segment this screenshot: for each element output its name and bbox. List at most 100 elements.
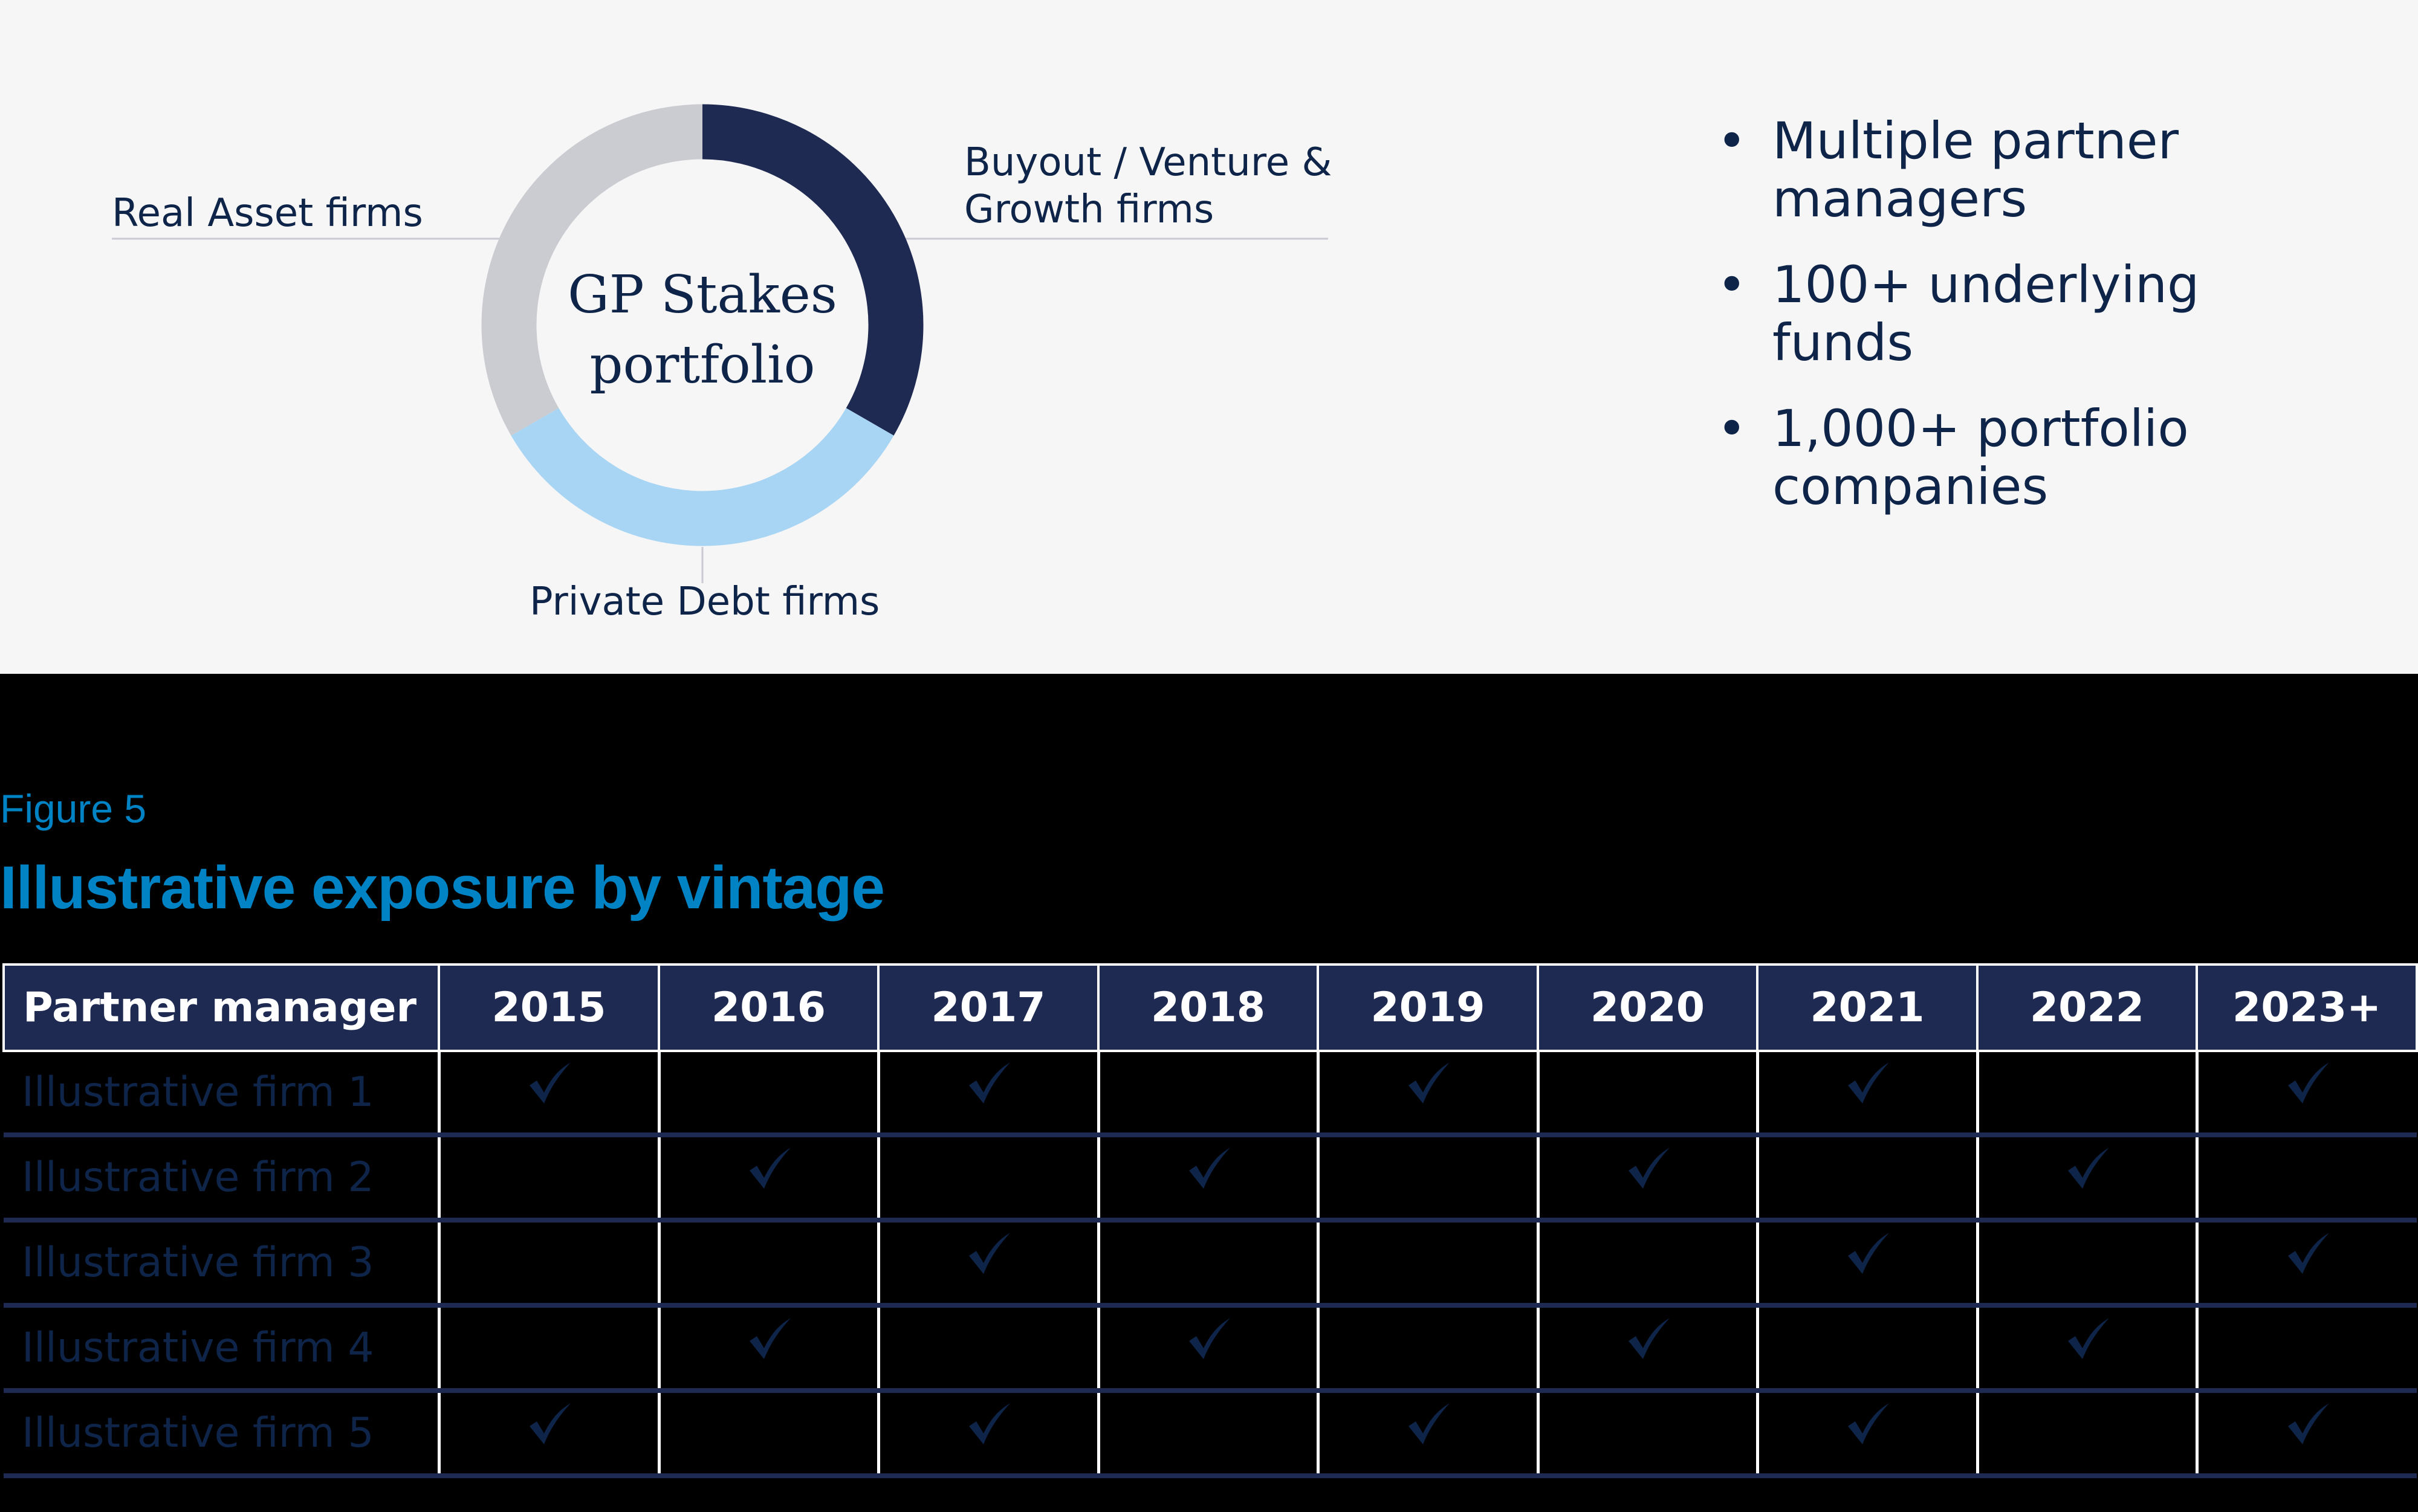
column-header-year: 2015 (438, 963, 660, 1052)
vintage-cell (2195, 1391, 2417, 1478)
table-row: Illustrative firm 5 (4, 1391, 2417, 1478)
checkmark-icon (530, 1062, 571, 1103)
bullet-text: funds (1772, 313, 1914, 372)
vintage-cell (1316, 1220, 1540, 1308)
center-label-line2: portfolio (589, 335, 815, 395)
vintage-cell (657, 1391, 880, 1478)
checkmark-icon (1188, 1147, 1230, 1189)
segment-label-line: Private Debt firms (530, 580, 880, 624)
donut-segment-real-asset (481, 104, 703, 436)
vintage-cell (2195, 1220, 2417, 1308)
donut-chart (112, 104, 1328, 583)
vintage-cell (1536, 1051, 1759, 1137)
vintage-cell (437, 1051, 661, 1137)
column-header-year: 2017 (877, 963, 1100, 1052)
checkmark-icon (2067, 1317, 2109, 1359)
checkmark-icon (2067, 1147, 2109, 1189)
bullet-text: 100+ underlying (1772, 255, 2200, 314)
vintage-cell (1536, 1135, 1759, 1223)
vintage-cell (2195, 1135, 2417, 1223)
bullet-text: 1,000+ portfolio (1772, 399, 2189, 458)
vintage-cell (437, 1135, 661, 1223)
column-header-year: 2023+ (2196, 963, 2418, 1052)
bullet-text: managers (1772, 169, 2027, 228)
vintage-cell (877, 1305, 1100, 1393)
column-header-year: 2016 (658, 963, 880, 1052)
firm-name-cell: Illustrative firm 4 (4, 1305, 441, 1393)
checkmark-icon (2288, 1403, 2330, 1444)
vintage-cell (1097, 1135, 1320, 1223)
vintage-cell (437, 1305, 661, 1393)
vintage-cell (1097, 1391, 1320, 1478)
table-header-row: Partner manager 2015 2016 2017 2018 2019 2020 2… (2, 963, 2418, 1052)
firm-name-cell: Illustrative firm 2 (4, 1135, 441, 1223)
checkmark-icon (1628, 1147, 1670, 1189)
segment-label-buyout: Buyout / Venture & Growth firms (964, 139, 1332, 233)
vintage-cell (657, 1220, 880, 1308)
vintage-cell (1536, 1391, 1759, 1478)
table-row: Illustrative firm 2 (4, 1135, 2417, 1223)
vintage-cell (2195, 1051, 2417, 1137)
segment-label-line: Real Asset firms (112, 191, 423, 236)
checkmark-icon (1188, 1317, 1230, 1359)
checkmark-icon (1848, 1232, 1889, 1274)
table-row: Illustrative firm 4 (4, 1305, 2417, 1393)
vintage-cell (1755, 1135, 1979, 1223)
vintage-cell (1316, 1135, 1540, 1223)
firm-name-cell: Illustrative firm 5 (4, 1391, 441, 1478)
checkmark-icon (2288, 1232, 2330, 1274)
summary-bullets: • Multiple partner managers • 100+ under… (1717, 112, 2321, 543)
vintage-cell (1097, 1220, 1320, 1308)
checkmark-icon (1848, 1403, 1889, 1444)
donut-segment-private-debt (511, 407, 894, 546)
vintage-cell (1976, 1305, 2199, 1393)
vintage-cell (1976, 1220, 2199, 1308)
segment-label-real-asset: Real Asset firms (112, 190, 423, 237)
vintage-cell (1097, 1305, 1320, 1393)
donut-segment-buyout (702, 104, 924, 436)
checkmark-icon (2288, 1062, 2330, 1103)
column-header-year: 2019 (1317, 963, 1539, 1052)
bullet-item: • 100+ underlying funds (1717, 256, 2321, 372)
vintage-cell (657, 1305, 880, 1393)
column-header-year: 2022 (1976, 963, 2198, 1052)
checkmark-icon (1628, 1317, 1670, 1359)
vintage-cell (1536, 1305, 1759, 1393)
checkmark-icon (1408, 1403, 1450, 1444)
vintage-cell (1536, 1220, 1759, 1308)
column-header-partner-manager: Partner manager (2, 963, 440, 1052)
segment-label-line: Buyout / Venture & (964, 140, 1332, 185)
vintage-cell (1976, 1051, 2199, 1137)
bullet-text: companies (1772, 457, 2049, 516)
column-header-year: 2018 (1097, 963, 1319, 1052)
vintage-cell (437, 1391, 661, 1478)
bullet-text: Multiple partner (1772, 111, 2179, 170)
vintage-cell (1316, 1305, 1540, 1393)
checkmark-icon (969, 1403, 1010, 1444)
checkmark-icon (969, 1232, 1010, 1274)
vintage-cell (1316, 1391, 1540, 1478)
checkmark-icon (749, 1317, 791, 1359)
checkmark-icon (969, 1062, 1010, 1103)
checkmark-icon (749, 1147, 791, 1189)
vintage-cell (877, 1391, 1100, 1478)
vintage-cell (1097, 1051, 1320, 1137)
figure-title: Illustrative exposure by vintage (0, 854, 885, 922)
vintage-cell (877, 1051, 1100, 1137)
segment-label-line: Growth firms (964, 187, 1214, 232)
bullet-dot-icon: • (1717, 399, 1747, 458)
vintage-cell (657, 1135, 880, 1223)
vintage-cell (2195, 1305, 2417, 1393)
vintage-cell (1976, 1135, 2199, 1223)
vintage-cell (657, 1051, 880, 1137)
vintage-exposure-table: Partner manager 2015 2016 2017 2018 2019 2020 2… (2, 963, 2418, 1478)
vintage-cell (1755, 1220, 1979, 1308)
vintage-cell (1755, 1391, 1979, 1478)
donut-segments (481, 104, 924, 546)
checkmark-icon (1848, 1062, 1889, 1103)
bullet-dot-icon: • (1717, 111, 1747, 170)
checkmark-icon (1408, 1062, 1450, 1103)
figure-label: Figure 5 (0, 786, 147, 831)
vintage-cell (877, 1220, 1100, 1308)
center-label-line1: GP Stakes (568, 265, 837, 325)
